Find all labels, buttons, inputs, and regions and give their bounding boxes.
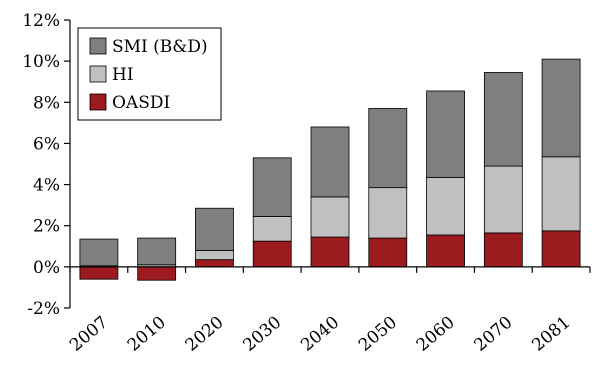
bar-hi-2050 <box>368 187 408 239</box>
legend-swatch <box>89 37 107 55</box>
x-tick-label: 2050 <box>355 313 401 356</box>
bar-oasdi-2060 <box>426 234 465 268</box>
legend-swatch <box>89 65 107 83</box>
y-tick-label: 6% <box>33 134 60 154</box>
bars-group <box>79 58 581 281</box>
x-tick-label: 2070 <box>471 313 517 356</box>
bar-oasdi-2070 <box>483 232 523 268</box>
bar-oasdi-2081 <box>541 230 581 268</box>
bar-smi-b-d-2020 <box>195 207 234 251</box>
bar-oasdi-2030 <box>252 240 292 268</box>
y-tick-label: 10% <box>22 52 60 72</box>
y-tick-label: 8% <box>33 93 60 113</box>
bar-hi-2081 <box>541 156 581 232</box>
legend-label: OASDI <box>112 93 170 113</box>
bar-smi-b-d-2040 <box>310 126 350 198</box>
bar-oasdi-2040 <box>310 236 350 268</box>
bar-smi-b-d-2070 <box>483 72 523 167</box>
bar-oasdi-2010 <box>137 266 177 281</box>
y-tick-label: 0% <box>33 258 60 278</box>
legend-swatch <box>89 93 107 111</box>
bar-hi-2030 <box>252 216 292 242</box>
bar-hi-2060 <box>426 176 465 236</box>
bar-oasdi-2020 <box>195 259 234 268</box>
y-tick-label: 2% <box>33 217 60 237</box>
legend-label: HI <box>112 65 134 85</box>
bar-smi-b-d-2010 <box>137 237 177 266</box>
y-tick-label: -2% <box>27 299 60 319</box>
bar-oasdi-2050 <box>368 237 408 268</box>
bar-oasdi-2007 <box>79 266 119 280</box>
bar-hi-2040 <box>310 196 350 238</box>
y-tick-label: 4% <box>33 176 60 196</box>
bar-smi-b-d-2050 <box>368 108 408 189</box>
bar-smi-b-d-2007 <box>79 238 119 267</box>
bar-hi-2020 <box>195 249 234 261</box>
x-tick-label: 2010 <box>124 313 170 356</box>
bar-hi-2070 <box>483 165 523 234</box>
x-tick-label: 2081 <box>528 313 574 356</box>
axes-group <box>69 20 590 308</box>
x-tick-label: 2007 <box>66 313 112 356</box>
bar-smi-b-d-2060 <box>426 90 465 178</box>
y-axis-ticks: -2% 0% 2% 4% 6% 8% 10% 12% <box>22 11 70 319</box>
bar-smi-b-d-2081 <box>541 58 581 158</box>
x-tick-label: 2060 <box>413 313 459 356</box>
x-tick-label: 2040 <box>297 313 343 356</box>
x-tick-label: 2030 <box>239 313 285 356</box>
y-tick-label: 12% <box>22 11 60 31</box>
legend-label: SMI (B&D) <box>112 37 208 57</box>
bar-smi-b-d-2030 <box>252 157 292 217</box>
x-tick-label: 2020 <box>182 313 228 356</box>
legend: SMI (B&D) HI OASDI <box>77 27 222 121</box>
